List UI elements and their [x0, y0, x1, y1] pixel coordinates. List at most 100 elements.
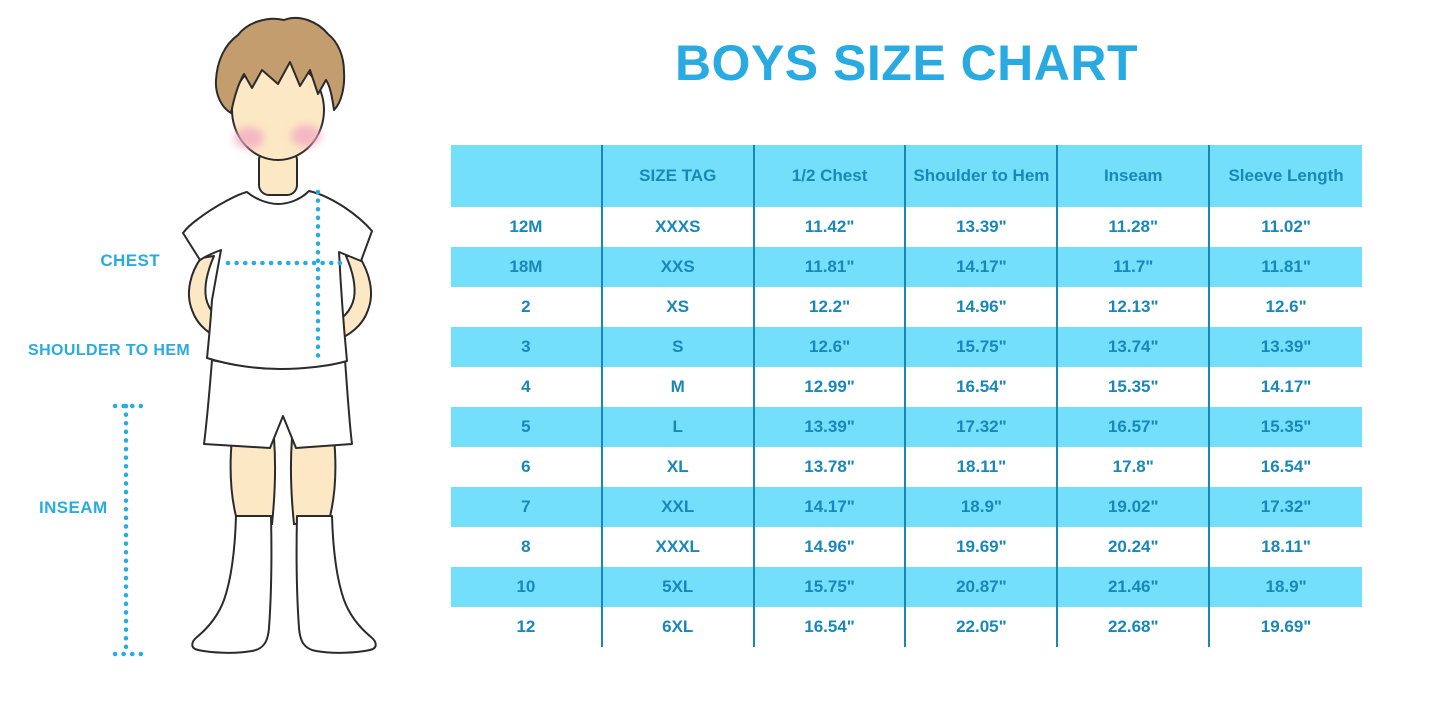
table-cell: 16.54"	[1260, 457, 1312, 477]
table-row: 12M XXXS 11.42" 13.39" 11.28" 11.02"	[451, 207, 1362, 247]
table-cell: 12.2"	[755, 287, 907, 327]
table-cell: 2	[451, 287, 603, 327]
table-cell: XXXL	[603, 527, 755, 567]
table-cell: 12.13"	[1058, 287, 1211, 327]
table-cell: S	[603, 327, 755, 367]
size-table: SIZE TAG 1/2 Chest Shoulder to Hem Inseam Sl…	[451, 145, 1362, 647]
table-cell: 15.35"	[1260, 417, 1312, 437]
table-row: 5 L 13.39" 17.32" 16.57" 15.35"	[451, 407, 1362, 447]
table-cell: 11.81"	[1261, 257, 1311, 277]
table-cell: 21.46"	[1058, 567, 1211, 607]
table-cell: 15.75"	[755, 567, 907, 607]
table-cell: 20.24"	[1058, 527, 1211, 567]
table-row: 8 XXXL 14.96" 19.69" 20.24" 18.11"	[451, 527, 1362, 567]
table-cell: XL	[603, 447, 755, 487]
chest-label: CHEST	[100, 251, 160, 270]
left-cheek	[234, 127, 264, 149]
table-row: 18M XXS 11.81" 14.17" 11.7" 11.81"	[451, 247, 1362, 287]
table-cell: 16.54"	[755, 607, 907, 647]
table-cell: 11.7"	[1058, 247, 1211, 287]
table-cell: 13.39"	[906, 207, 1059, 247]
table-cell: 17.32"	[1260, 497, 1312, 517]
table-cell: 13.78"	[755, 447, 907, 487]
right-cheek	[291, 125, 321, 147]
table-cell: 22.05"	[906, 607, 1059, 647]
shoulder-to-hem-label: SHOULDER TO HEM	[28, 342, 191, 359]
table-cell: 10	[451, 567, 603, 607]
table-cell: 14.96"	[906, 287, 1059, 327]
table-cell: 15.75"	[906, 327, 1059, 367]
table-cell: 7	[451, 487, 603, 527]
table-row: 12 6XL 16.54" 22.05" 22.68" 19.69"	[451, 607, 1362, 647]
page-title: BOYS SIZE CHART	[674, 35, 1139, 91]
table-row: 4 M 12.99" 16.54" 15.35" 14.17"	[451, 367, 1362, 407]
table-cell: 18M	[451, 247, 603, 287]
table-cell: 5	[451, 407, 603, 447]
boy-figure-drawing	[112, 16, 377, 657]
hair	[214, 16, 346, 114]
table-cell: XXXS	[603, 207, 755, 247]
table-cell: 13.74"	[1058, 327, 1211, 367]
shorts	[203, 359, 353, 449]
table-cell: 14.96"	[755, 527, 907, 567]
table-cell: 4	[451, 367, 603, 407]
header-cell	[451, 145, 603, 207]
table-cell: 6	[451, 447, 603, 487]
table-row: 3 S 12.6" 15.75" 13.74" 13.39"	[451, 327, 1362, 367]
table-cell: 17.8"	[1058, 447, 1211, 487]
table-cell: XS	[603, 287, 755, 327]
table-row: 2 XS 12.2" 14.96" 12.13" 12.6"	[451, 287, 1362, 327]
table-row: 7 XXL 14.17" 18.9" 19.02" 17.32"	[451, 487, 1362, 527]
right-sock	[295, 515, 377, 654]
inseam-label: INSEAM	[39, 498, 108, 517]
header-cell: SIZE TAG	[603, 145, 755, 207]
table-cell: 19.69"	[906, 527, 1059, 567]
left-leg	[229, 437, 277, 525]
table-cell: 16.54"	[906, 367, 1059, 407]
header-cell: Inseam	[1058, 145, 1211, 207]
table-cell: XXL	[603, 487, 755, 527]
header-cell: Sleeve Length	[1228, 166, 1344, 186]
t-shirt	[182, 190, 373, 370]
table-cell: 5XL	[603, 567, 755, 607]
boy-illustration: CHEST SHOULDER TO HEM INSEAM	[0, 0, 455, 723]
table-cell: 12	[451, 607, 603, 647]
table-cell: 18.11"	[906, 447, 1059, 487]
table-cell: 12M	[451, 207, 603, 247]
table-cell: 19.69"	[1260, 617, 1312, 637]
right-leg	[289, 437, 337, 525]
table-cell: 14.17"	[1260, 377, 1312, 397]
left-sock	[191, 515, 273, 654]
table-cell: 11.42"	[755, 207, 907, 247]
table-cell: 11.02"	[1261, 217, 1311, 237]
header-cell: 1/2 Chest	[755, 145, 907, 207]
table-cell: 6XL	[603, 607, 755, 647]
table-cell: 18.11"	[1261, 537, 1311, 557]
table-cell: 8	[451, 527, 603, 567]
table-cell: 22.68"	[1058, 607, 1211, 647]
table-cell: 11.28"	[1058, 207, 1211, 247]
table-cell: 19.02"	[1058, 487, 1211, 527]
table-cell: L	[603, 407, 755, 447]
table-cell: 13.39"	[755, 407, 907, 447]
table-cell: 12.99"	[755, 367, 907, 407]
table-header-row: SIZE TAG 1/2 Chest Shoulder to Hem Inseam Sl…	[451, 145, 1362, 207]
table-row: 6 XL 13.78" 18.11" 17.8" 16.54"	[451, 447, 1362, 487]
table-cell: XXS	[603, 247, 755, 287]
table-cell: 12.6"	[1265, 297, 1307, 317]
table-cell: 14.17"	[906, 247, 1059, 287]
table-cell: 14.17"	[755, 487, 907, 527]
table-cell: M	[603, 367, 755, 407]
table-cell: 13.39"	[1260, 337, 1312, 357]
table-cell: 20.87"	[906, 567, 1059, 607]
table-row: 10 5XL 15.75" 20.87" 21.46" 18.9"	[451, 567, 1362, 607]
table-cell: 16.57"	[1058, 407, 1211, 447]
table-cell: 18.9"	[906, 487, 1059, 527]
header-cell: Shoulder to Hem	[906, 145, 1059, 207]
table-cell: 15.35"	[1058, 367, 1211, 407]
table-cell: 3	[451, 327, 603, 367]
table-cell: 17.32"	[906, 407, 1059, 447]
table-body: 12M XXXS 11.42" 13.39" 11.28" 11.02" 18M XXS 11.…	[451, 207, 1362, 647]
table-cell: 18.9"	[1265, 577, 1307, 597]
